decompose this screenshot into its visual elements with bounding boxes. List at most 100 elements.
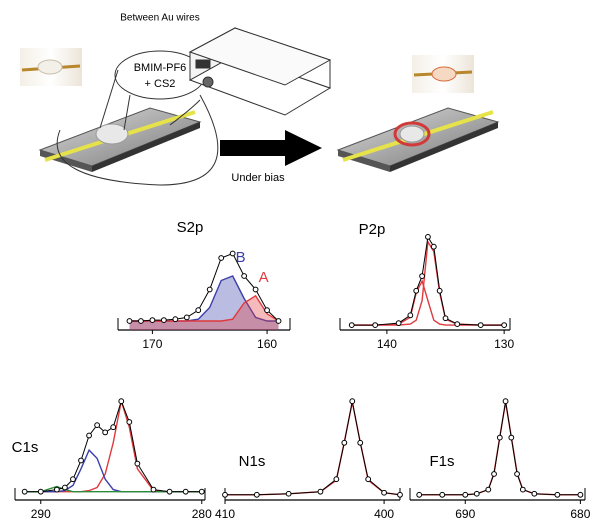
x-tick-label: 280 [192, 507, 212, 521]
x-tick-label: 130 [494, 337, 514, 351]
x-tick-label: 400 [374, 507, 394, 521]
data-point [349, 398, 356, 405]
data-point [357, 439, 364, 446]
bubble-text: + CS2 [145, 78, 176, 90]
data-point [138, 318, 144, 324]
x-tick-label: 160 [257, 337, 277, 351]
photo-inset [412, 55, 474, 93]
data-point [21, 488, 28, 495]
x-tick-label: 290 [31, 507, 51, 521]
data-point [218, 255, 225, 261]
data-point [333, 476, 340, 483]
x-tick-label: 690 [455, 507, 475, 521]
panel-title: F1s [429, 453, 454, 470]
data-point [172, 316, 179, 323]
data-point [473, 490, 480, 497]
bubble-text: BMIM-PF6 [134, 62, 187, 74]
data-point [477, 322, 484, 329]
data-point [195, 307, 202, 314]
data-point [531, 490, 538, 497]
data-point [241, 273, 248, 279]
data-point [264, 307, 270, 314]
data-point [397, 491, 403, 498]
data-point [110, 424, 117, 431]
data-point [416, 491, 423, 498]
data-point [118, 398, 125, 405]
data-point [102, 429, 109, 436]
arrow [220, 130, 322, 166]
power-supply [188, 27, 332, 116]
data-point [501, 322, 508, 329]
data-point [134, 460, 141, 467]
data-point [94, 422, 101, 429]
data-point [496, 434, 503, 441]
data-point [70, 476, 76, 483]
data-point [381, 489, 387, 496]
data-line [351, 235, 505, 326]
data-point [462, 491, 469, 498]
fit-line [225, 402, 401, 496]
fit-line [24, 400, 202, 493]
data-point [439, 491, 446, 498]
data-point [341, 439, 348, 446]
data-point [425, 234, 431, 240]
panel-title: N1s [239, 453, 266, 470]
data-point [348, 322, 355, 329]
data-point [395, 320, 402, 327]
electrode-plate [38, 107, 202, 172]
data-point [37, 488, 44, 495]
data-point [149, 317, 156, 324]
x-tick-label: 170 [142, 337, 162, 351]
callout-line [123, 94, 131, 131]
component-area [129, 276, 279, 330]
data-point [222, 491, 228, 498]
data-point [78, 457, 84, 464]
data-point [407, 312, 414, 319]
data-point [166, 488, 173, 495]
data-line [419, 401, 581, 496]
data-point [62, 484, 68, 491]
data-point [198, 488, 205, 495]
data-point [317, 488, 324, 495]
data-point [372, 322, 379, 329]
fit-line [24, 448, 202, 493]
data-point [442, 315, 449, 322]
x-tick-label: 140 [377, 337, 397, 351]
panel-title: P2p [359, 221, 386, 238]
fit-line [351, 279, 505, 326]
data-point [182, 488, 189, 495]
arrow-label: Under bias [231, 172, 285, 184]
x-tick-label: 410 [215, 507, 235, 521]
data-point [229, 250, 236, 257]
data-line [24, 399, 202, 493]
data-line [225, 401, 401, 496]
data-point [519, 486, 526, 493]
data-point [160, 317, 167, 324]
data-point [126, 318, 133, 324]
fit-line [351, 239, 505, 326]
data-point [252, 286, 259, 293]
data-point [206, 286, 213, 293]
data-point [419, 273, 425, 280]
data-point [430, 243, 437, 250]
photo-inset [20, 48, 82, 86]
data-point [485, 486, 492, 493]
caption: Between Au wires [120, 13, 200, 24]
data-point [577, 491, 584, 498]
data-point [454, 321, 461, 328]
component-label: A [259, 269, 269, 286]
x-tick-label: 680 [570, 507, 590, 521]
data-point [502, 398, 509, 405]
data-point [285, 490, 292, 497]
component-label: B [236, 249, 246, 266]
data-point [436, 287, 443, 294]
wire [56, 94, 219, 186]
data-point [86, 432, 92, 439]
data-point [126, 419, 133, 425]
data-point [554, 491, 561, 498]
data-point [53, 486, 60, 493]
data-point [514, 471, 520, 477]
data-point [183, 314, 190, 321]
data-point [413, 287, 420, 294]
